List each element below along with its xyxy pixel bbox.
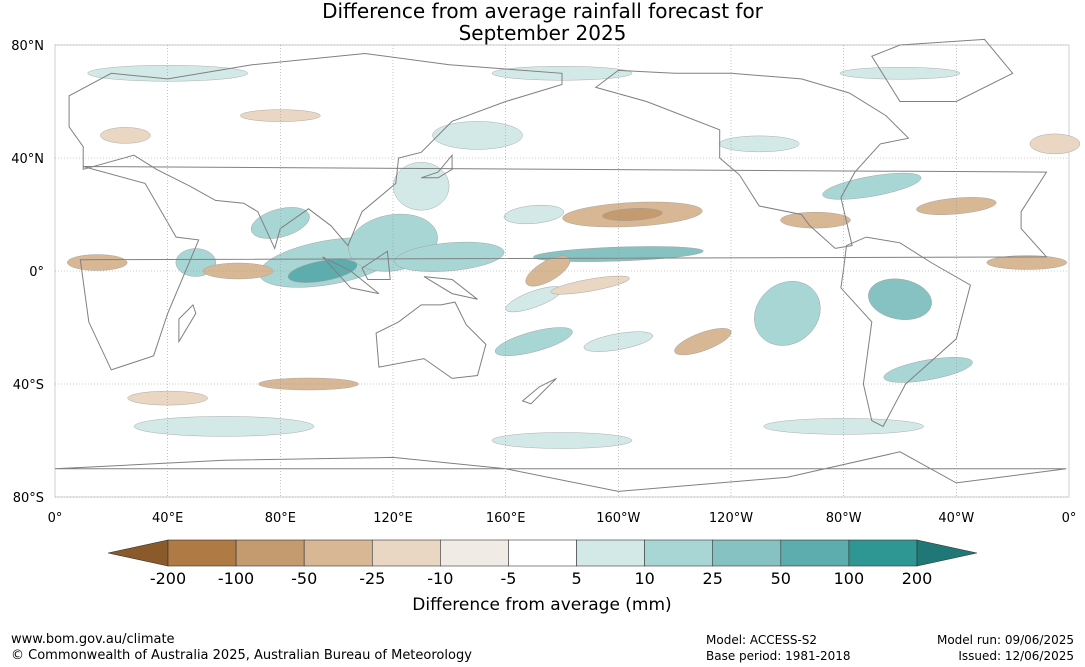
anomaly-region: [503, 204, 564, 225]
colorbar-tick-label: -100: [218, 569, 254, 588]
greenland-outline: [871, 38, 1014, 102]
issued-date: Issued: 12/06/2025: [958, 649, 1074, 663]
australia-outline: [375, 301, 487, 379]
anomaly-region: [100, 127, 151, 144]
model-run-date: Model run: 09/06/2025: [936, 633, 1074, 647]
africa-outline: [79, 166, 1048, 371]
lon-label: 120°E: [373, 511, 413, 526]
sumatra-outline: [322, 256, 380, 295]
colorbar-title: Difference from average (mm): [412, 595, 671, 615]
lat-label: 40°S: [13, 378, 44, 393]
colorbar-segment: [303, 539, 373, 567]
anomaly-region: [394, 241, 505, 272]
colorbar-tick-label: -50: [291, 569, 317, 588]
antarctica-outline: [54, 451, 1067, 492]
colorbar-segment: [508, 539, 577, 567]
lon-label: 80°E: [265, 511, 296, 526]
colorbar-tick-label: -25: [359, 569, 385, 588]
anomaly-region: [67, 254, 128, 271]
colorbar-segment: [576, 539, 645, 567]
lon-label: 40°E: [152, 511, 183, 526]
lon-label: 40°W: [938, 511, 974, 526]
latitude-labels: 80°N 40°N 0° 40°S 80°S: [11, 39, 44, 506]
anomaly-region: [754, 281, 821, 346]
anomaly-region: [868, 278, 932, 320]
borneo-outline: [361, 250, 391, 280]
anomaly-region: [1029, 133, 1081, 155]
anomaly-region: [133, 416, 315, 437]
colorbar-segment: [440, 539, 509, 567]
chart-title-line2: September 2025: [458, 21, 627, 45]
colorbar-tick-label: -200: [150, 569, 186, 588]
north-america-outline: [594, 69, 910, 249]
lon-label: 160°E: [486, 511, 526, 526]
colorbar-tick-label: 200: [902, 569, 933, 588]
anomaly-region: [839, 67, 961, 80]
anomaly-region: [780, 211, 851, 229]
graticule: [55, 44, 1069, 498]
anomaly-region: [883, 357, 973, 383]
forecast-map: 80°N 40°N 0° 40°S 80°S 0° 40°E 80°E 120°E 160°E 1…: [11, 38, 1081, 526]
model-name: Model: ACCESS-S2: [706, 633, 818, 647]
lon-label: 160°W: [596, 511, 640, 526]
anomaly-region: [602, 208, 663, 221]
anomaly-region: [550, 275, 630, 295]
colorbar-tick-labels: -200 -100 -50 -25 -10 -5 5 10 25 50 100 200: [150, 569, 932, 588]
japan-outline: [421, 153, 453, 179]
colorbar-segment: [235, 539, 305, 567]
colorbar-segments: [107, 539, 978, 567]
south-america-outline: [840, 236, 971, 428]
anomaly-region: [822, 172, 922, 200]
lat-label: 80°N: [11, 39, 44, 54]
anomaly-region: [494, 327, 573, 356]
base-period: Base period: 1981-2018: [706, 649, 851, 663]
new-guinea-outline: [423, 276, 478, 300]
colorbar-tick-label: 10: [634, 569, 654, 588]
colorbar-segment: [644, 539, 714, 567]
colorbar-tick-label: -5: [500, 569, 516, 588]
anomaly-region: [432, 121, 523, 150]
eurasia-outline: [68, 52, 563, 250]
colorbar-segment: [780, 539, 850, 567]
anomaly-region: [674, 328, 732, 356]
madagascar-outline: [178, 303, 197, 344]
lon-label: 0°: [48, 511, 63, 526]
copyright-notice: © Commonwealth of Australia 2025, Austra…: [11, 648, 472, 663]
colorbar-tick-label: 5: [571, 569, 581, 588]
colorbar-tick-label: 100: [834, 569, 865, 588]
colorbar-segment: [371, 539, 441, 567]
colorbar: -200 -100 -50 -25 -10 -5 5 10 25 50 100 200 Differe…: [107, 539, 978, 615]
anomaly-region: [916, 197, 997, 215]
lon-label: 120°W: [709, 511, 753, 526]
lat-label: 40°N: [11, 152, 44, 167]
colorbar-tick-label: -10: [427, 569, 453, 588]
colorbar-high-extend: [916, 539, 978, 567]
lat-label: 0°: [29, 265, 44, 280]
colorbar-tick-label: 50: [771, 569, 791, 588]
lat-label: 80°S: [13, 491, 44, 506]
anomaly-region: [718, 135, 800, 153]
longitude-labels: 0° 40°E 80°E 120°E 160°E 160°W 120°W 80°W 40°W 0°: [48, 511, 1077, 526]
colorbar-tick-label: 25: [703, 569, 723, 588]
anomaly-region: [986, 255, 1067, 270]
website-link[interactable]: www.bom.gov.au/climate: [11, 632, 175, 647]
colorbar-segment: [712, 539, 782, 567]
lon-label: 80°W: [826, 511, 862, 526]
anomaly-region: [240, 109, 321, 122]
lon-label: 0°: [1062, 511, 1077, 526]
colorbar-low-extend: [107, 539, 169, 567]
anomaly-region: [491, 432, 633, 449]
chart-title-line1: Difference from average rainfall forecas…: [322, 0, 763, 23]
colorbar-segment: [848, 539, 918, 567]
anomaly-region: [583, 331, 654, 352]
land-outlines: [54, 38, 1067, 492]
colorbar-segment: [167, 539, 237, 567]
